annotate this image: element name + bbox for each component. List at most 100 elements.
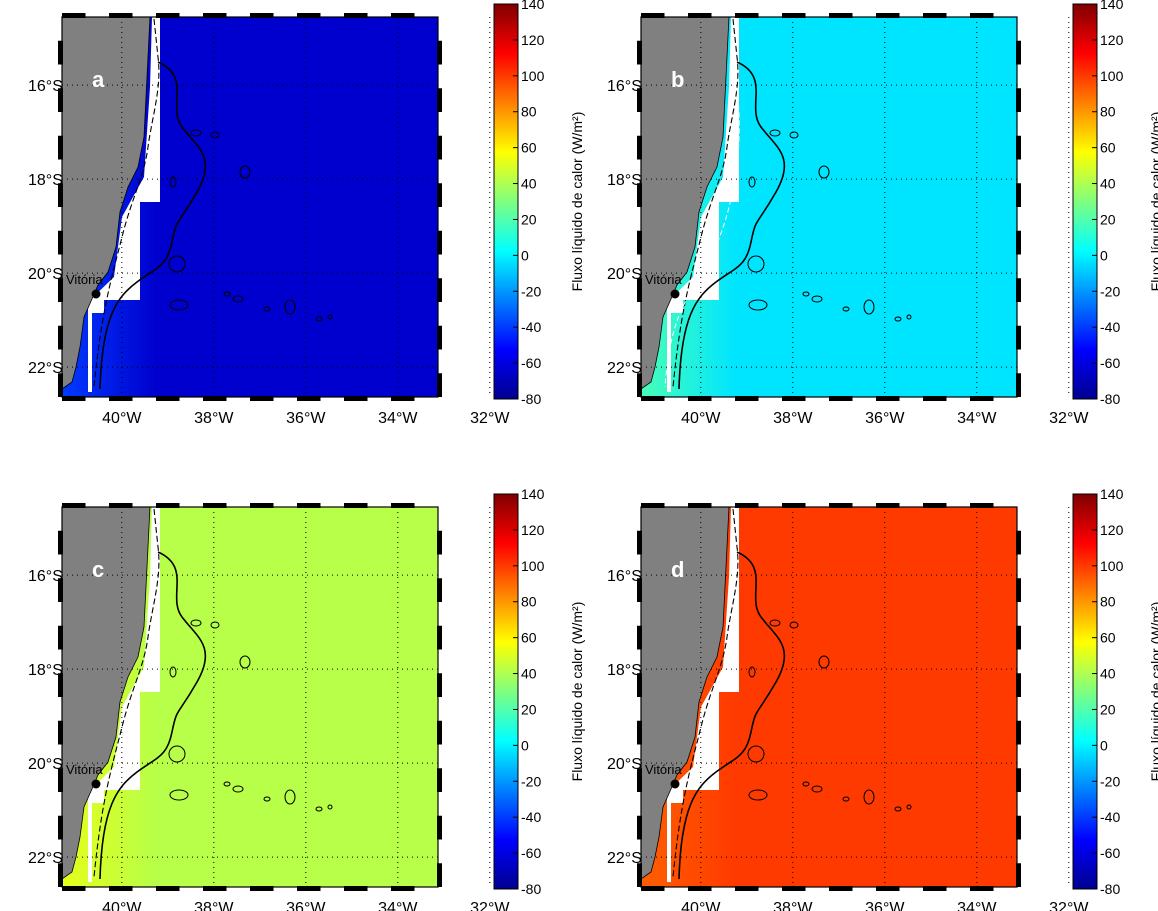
island-outline: [811, 295, 823, 303]
lon-label: 34°W: [378, 410, 418, 427]
frame-tick: [641, 503, 665, 508]
isobath-line: [678, 61, 786, 390]
frame-tick: [437, 278, 442, 302]
frame-tick: [876, 13, 900, 18]
frame-tick: [876, 396, 900, 401]
island-outline: [863, 789, 875, 805]
frame-tick: [58, 278, 63, 302]
map-panel-b: Vitória b 16°S 18°S 20°S 22°S 40°W 38°W 36°W 34°W…: [607, 0, 1158, 427]
frame-tick: [109, 13, 133, 18]
frame-tick: [437, 40, 442, 65]
frame-tick: [637, 578, 642, 602]
lon-label: 40°W: [102, 410, 142, 427]
frame-tick: [58, 815, 63, 840]
map-panel-c: Vitória c 16°S 18°S 20°S 22°S 40°W 38°W 36°W 34°W…: [28, 486, 585, 911]
colorbar: 140 120 100 80 60 40 20 0 -20 -40 -60 -80 Fluxo líqu…: [1072, 486, 1158, 897]
frame-tick: [829, 396, 853, 401]
island-outline: [789, 131, 799, 139]
frame-tick: [876, 886, 900, 891]
frame-tick: [156, 396, 180, 401]
frame-tick: [58, 768, 63, 792]
frame-tick: [637, 815, 642, 840]
island-outline: [169, 789, 189, 801]
city-label: Vitória: [645, 762, 682, 777]
lat-label: 20°S: [607, 266, 642, 283]
island-outline: [210, 621, 220, 629]
island-outline: [769, 619, 781, 627]
colorbar-scale: [1072, 3, 1098, 400]
colorbar-tick-label: -80: [1100, 881, 1120, 897]
land-mass: [640, 506, 730, 880]
lon-label: 40°W: [102, 900, 142, 911]
city-marker: [670, 779, 680, 789]
city-label: Vitória: [66, 272, 103, 287]
lon-label: 32°W: [470, 900, 510, 911]
frame-tick: [1016, 135, 1021, 160]
island-outline: [223, 291, 231, 297]
frame-tick: [437, 183, 442, 207]
colorbar-tick-label: -20: [521, 283, 541, 299]
panel-letter: a: [92, 67, 105, 92]
colorbar-tick-label: 0: [521, 737, 529, 753]
island-outline: [748, 666, 756, 678]
frame-tick: [688, 503, 712, 508]
land-mass: [61, 506, 151, 880]
island-outline: [802, 291, 810, 297]
frame-tick: [297, 396, 321, 401]
lat-label: 20°S: [28, 266, 63, 283]
lon-label: 32°W: [1049, 900, 1089, 911]
frame-tick: [62, 503, 86, 508]
frame-tick: [297, 13, 321, 18]
frame-tick: [344, 503, 368, 508]
coastline-contour: [93, 18, 160, 388]
frame-tick: [391, 396, 415, 401]
colorbar-tick-label: 140: [521, 0, 545, 12]
island-outline: [315, 806, 323, 812]
panels-layer: Vitória a 16°S 18°S 20°S 22°S 40°W 38°W 36°W 34°W…: [28, 0, 1158, 911]
panel-letter: c: [92, 557, 104, 582]
colorbar: 140 120 100 80 60 40 20 0 -20 -40 -60 -80 Fluxo líqu…: [1072, 0, 1158, 407]
colorbar-tick-label: 120: [1100, 522, 1124, 538]
frame-tick: [637, 230, 642, 255]
lat-label: 20°S: [28, 756, 63, 773]
lon-label: 36°W: [865, 900, 905, 911]
land-mass: [640, 16, 730, 390]
lat-label: 16°S: [607, 568, 642, 585]
frame-tick: [391, 886, 415, 891]
island-outline: [747, 745, 765, 763]
frame-tick: [437, 720, 442, 745]
island-outline: [906, 314, 912, 320]
frame-tick: [637, 278, 642, 302]
island-outline: [811, 785, 823, 793]
frame-tick: [437, 230, 442, 255]
frame-tick: [58, 88, 63, 112]
frame-tick: [58, 325, 63, 350]
island-outline: [842, 796, 850, 802]
lon-label: 34°W: [378, 900, 418, 911]
colorbar-tick-label: -60: [521, 845, 541, 861]
frame-tick: [156, 13, 180, 18]
colorbar-tick-label: 100: [521, 68, 545, 84]
colorbar-tick-label: -20: [521, 773, 541, 789]
frame-tick: [637, 40, 642, 65]
frame-tick: [782, 396, 806, 401]
no-data-area: [88, 17, 160, 392]
frame-tick: [250, 13, 274, 18]
frame-tick: [203, 13, 227, 18]
frame-tick: [923, 503, 947, 508]
colorbar-tick-label: -40: [521, 809, 541, 825]
island-outline: [284, 299, 296, 315]
island-outline: [818, 655, 830, 669]
island-outline: [327, 804, 333, 810]
frame-tick: [735, 13, 759, 18]
lat-label: 18°S: [28, 662, 63, 679]
colorbar-tick-label: 60: [521, 630, 537, 646]
frame-tick: [437, 625, 442, 650]
colorbar-tick-label: 0: [1100, 737, 1108, 753]
frame-tick: [923, 396, 947, 401]
frame-tick: [58, 40, 63, 65]
frame-tick: [637, 325, 642, 350]
island-outline: [168, 745, 186, 763]
colorbar-tick-label: -40: [1100, 319, 1120, 335]
colorbar-tick-label: 40: [1100, 666, 1116, 682]
